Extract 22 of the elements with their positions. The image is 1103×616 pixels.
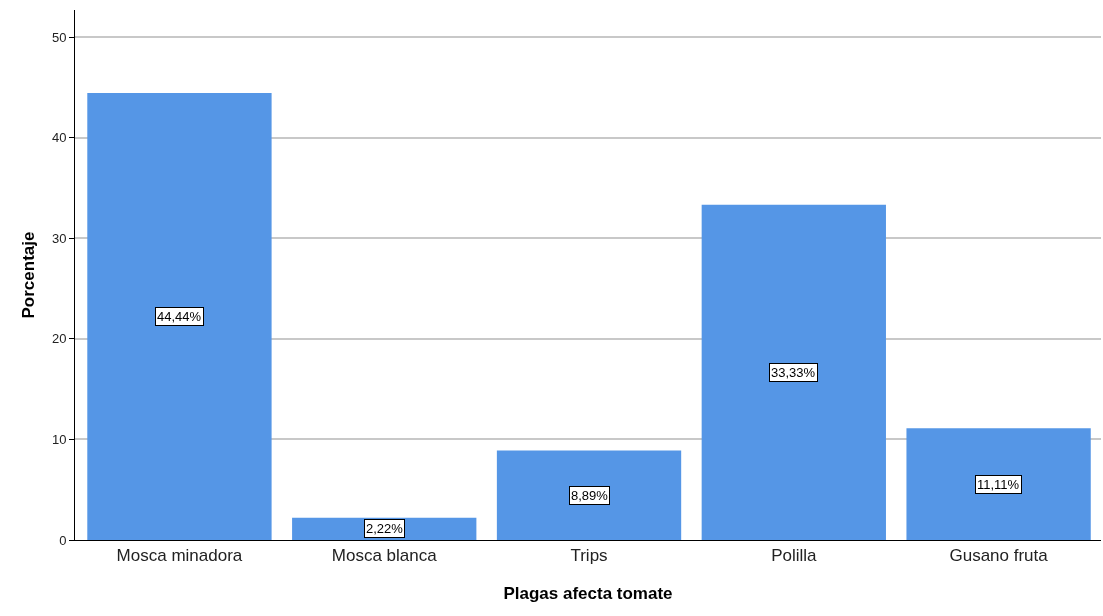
y-tick-label: 30 [51, 230, 67, 246]
bar [906, 428, 1091, 540]
y-tick-label: 0 [59, 532, 67, 548]
bar [496, 450, 682, 540]
data-label: 8,89% [571, 488, 609, 503]
bar [87, 93, 272, 540]
x-tick-label: Mosca minadora [116, 546, 243, 566]
x-axis-title: Plagas afecta tomate [503, 583, 673, 603]
x-tick-label: Mosca blanca [331, 546, 438, 566]
x-tick-label: Trips [570, 546, 608, 566]
data-label: 2,22% [366, 521, 404, 536]
data-label: 44,44% [157, 309, 202, 324]
x-tick-label: Polilla [771, 546, 818, 566]
y-tick-label: 10 [51, 431, 67, 447]
bar [701, 204, 886, 540]
x-tick-label: Gusano fruta [949, 546, 1049, 566]
y-tick-label: 40 [51, 130, 67, 146]
y-axis-title: Porcentaje [19, 231, 39, 319]
y-tick-label: 50 [51, 29, 67, 45]
data-label: 11,11% [977, 477, 1020, 492]
y-tick-label: 20 [51, 331, 67, 347]
data-label: 33,33% [771, 365, 816, 380]
